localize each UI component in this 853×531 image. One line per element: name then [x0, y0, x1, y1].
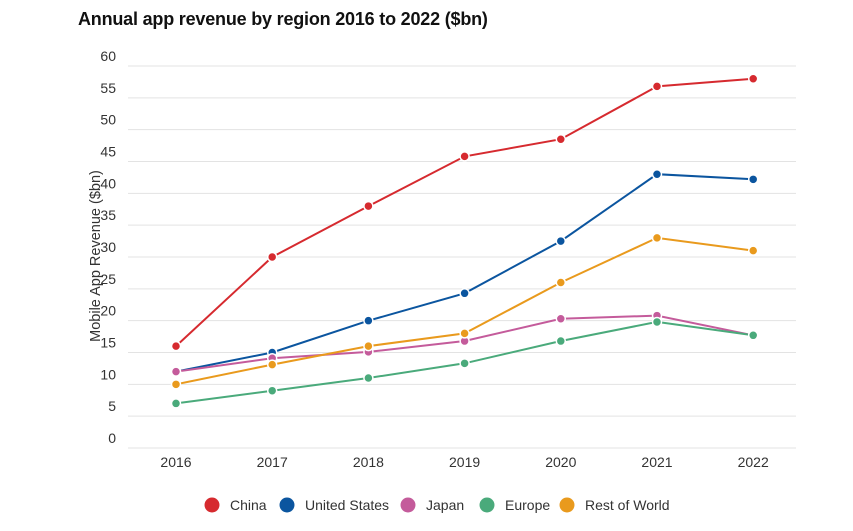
y-tick-label: 30 [100, 239, 116, 255]
legend-item-japan[interactable]: Japan [400, 497, 465, 513]
x-tick-label: 2021 [641, 454, 672, 470]
data-point-china[interactable] [555, 133, 567, 145]
data-point-rest-of-world[interactable] [555, 277, 567, 288]
data-point-europe[interactable] [170, 398, 182, 409]
data-point-europe[interactable] [459, 358, 470, 369]
y-tick-label: 45 [100, 144, 116, 160]
x-tick-label: 2016 [160, 454, 191, 470]
legend-marker [204, 497, 220, 513]
series-lines [175, 77, 754, 405]
y-tick-label: 55 [100, 80, 116, 96]
data-point-china[interactable] [747, 73, 759, 84]
data-point-china[interactable] [363, 200, 374, 212]
y-tick-label: 10 [100, 366, 116, 382]
legend: China United States Japan Europe Rest of Wor… [204, 497, 670, 513]
y-axis-label: Mobile App Revenue ($bn) [88, 170, 104, 342]
x-tick-label: 2019 [449, 454, 480, 470]
legend-label: Rest of World [585, 497, 670, 513]
y-tick-label: 15 [100, 335, 116, 351]
data-point-rest-of-world[interactable] [266, 359, 278, 370]
y-tick-label: 20 [100, 303, 116, 319]
chart-title: Annual app revenue by region 2016 to 202… [78, 9, 488, 29]
series-line-china [175, 77, 754, 347]
y-tick-label: 5 [108, 398, 116, 414]
y-tick-label: 35 [100, 207, 116, 223]
data-point-china[interactable] [170, 340, 182, 352]
data-point-united-states[interactable] [651, 168, 663, 180]
y-tick-label: 0 [108, 430, 116, 446]
data-point-rest-of-world[interactable] [363, 340, 374, 352]
data-point-united-states[interactable] [363, 315, 374, 326]
data-point-china[interactable] [651, 81, 663, 92]
data-point-united-states[interactable] [555, 235, 567, 247]
legend-marker [479, 497, 495, 513]
data-point-united-states[interactable] [459, 288, 470, 299]
series-points [170, 73, 759, 409]
x-axis-ticks: 2016 2017 2018 2019 2020 2021 2022 [160, 454, 769, 470]
legend-label: China [230, 497, 267, 513]
data-point-rest-of-world[interactable] [651, 232, 663, 244]
legend-label: United States [305, 497, 389, 513]
legend-marker [279, 497, 295, 513]
x-tick-label: 2017 [257, 454, 288, 470]
data-point-europe[interactable] [651, 316, 663, 328]
legend-item-europe[interactable]: Europe [479, 497, 551, 513]
data-point-europe[interactable] [266, 385, 278, 396]
legend-item-rest-of-world[interactable]: Rest of World [559, 497, 670, 513]
legend-marker [559, 497, 575, 513]
data-point-china[interactable] [266, 251, 278, 263]
legend-item-united-states[interactable]: United States [279, 497, 390, 513]
y-tick-label: 25 [100, 271, 116, 287]
y-axis-ticks: 0 5 10 15 20 25 30 35 40 45 50 55 60 [100, 48, 116, 446]
legend-marker [400, 497, 416, 513]
data-point-china[interactable] [459, 151, 470, 162]
legend-label: Japan [426, 497, 464, 513]
legend-item-china[interactable]: China [204, 497, 267, 513]
y-tick-label: 60 [100, 48, 116, 64]
data-point-europe[interactable] [555, 335, 567, 347]
data-point-europe[interactable] [363, 372, 374, 384]
data-point-united-states[interactable] [747, 174, 759, 185]
y-tick-label: 40 [100, 175, 116, 191]
data-point-rest-of-world[interactable] [747, 245, 759, 256]
x-tick-label: 2020 [545, 454, 576, 470]
y-tick-label: 50 [100, 112, 116, 128]
data-point-japan[interactable] [170, 366, 182, 377]
grid-lines [128, 65, 796, 449]
data-point-europe[interactable] [747, 330, 759, 341]
data-point-japan[interactable] [555, 313, 567, 325]
x-tick-label: 2022 [738, 454, 769, 470]
legend-label: Europe [505, 497, 550, 513]
data-point-rest-of-world[interactable] [170, 379, 182, 390]
data-point-rest-of-world[interactable] [459, 328, 470, 339]
x-tick-label: 2018 [353, 454, 384, 470]
